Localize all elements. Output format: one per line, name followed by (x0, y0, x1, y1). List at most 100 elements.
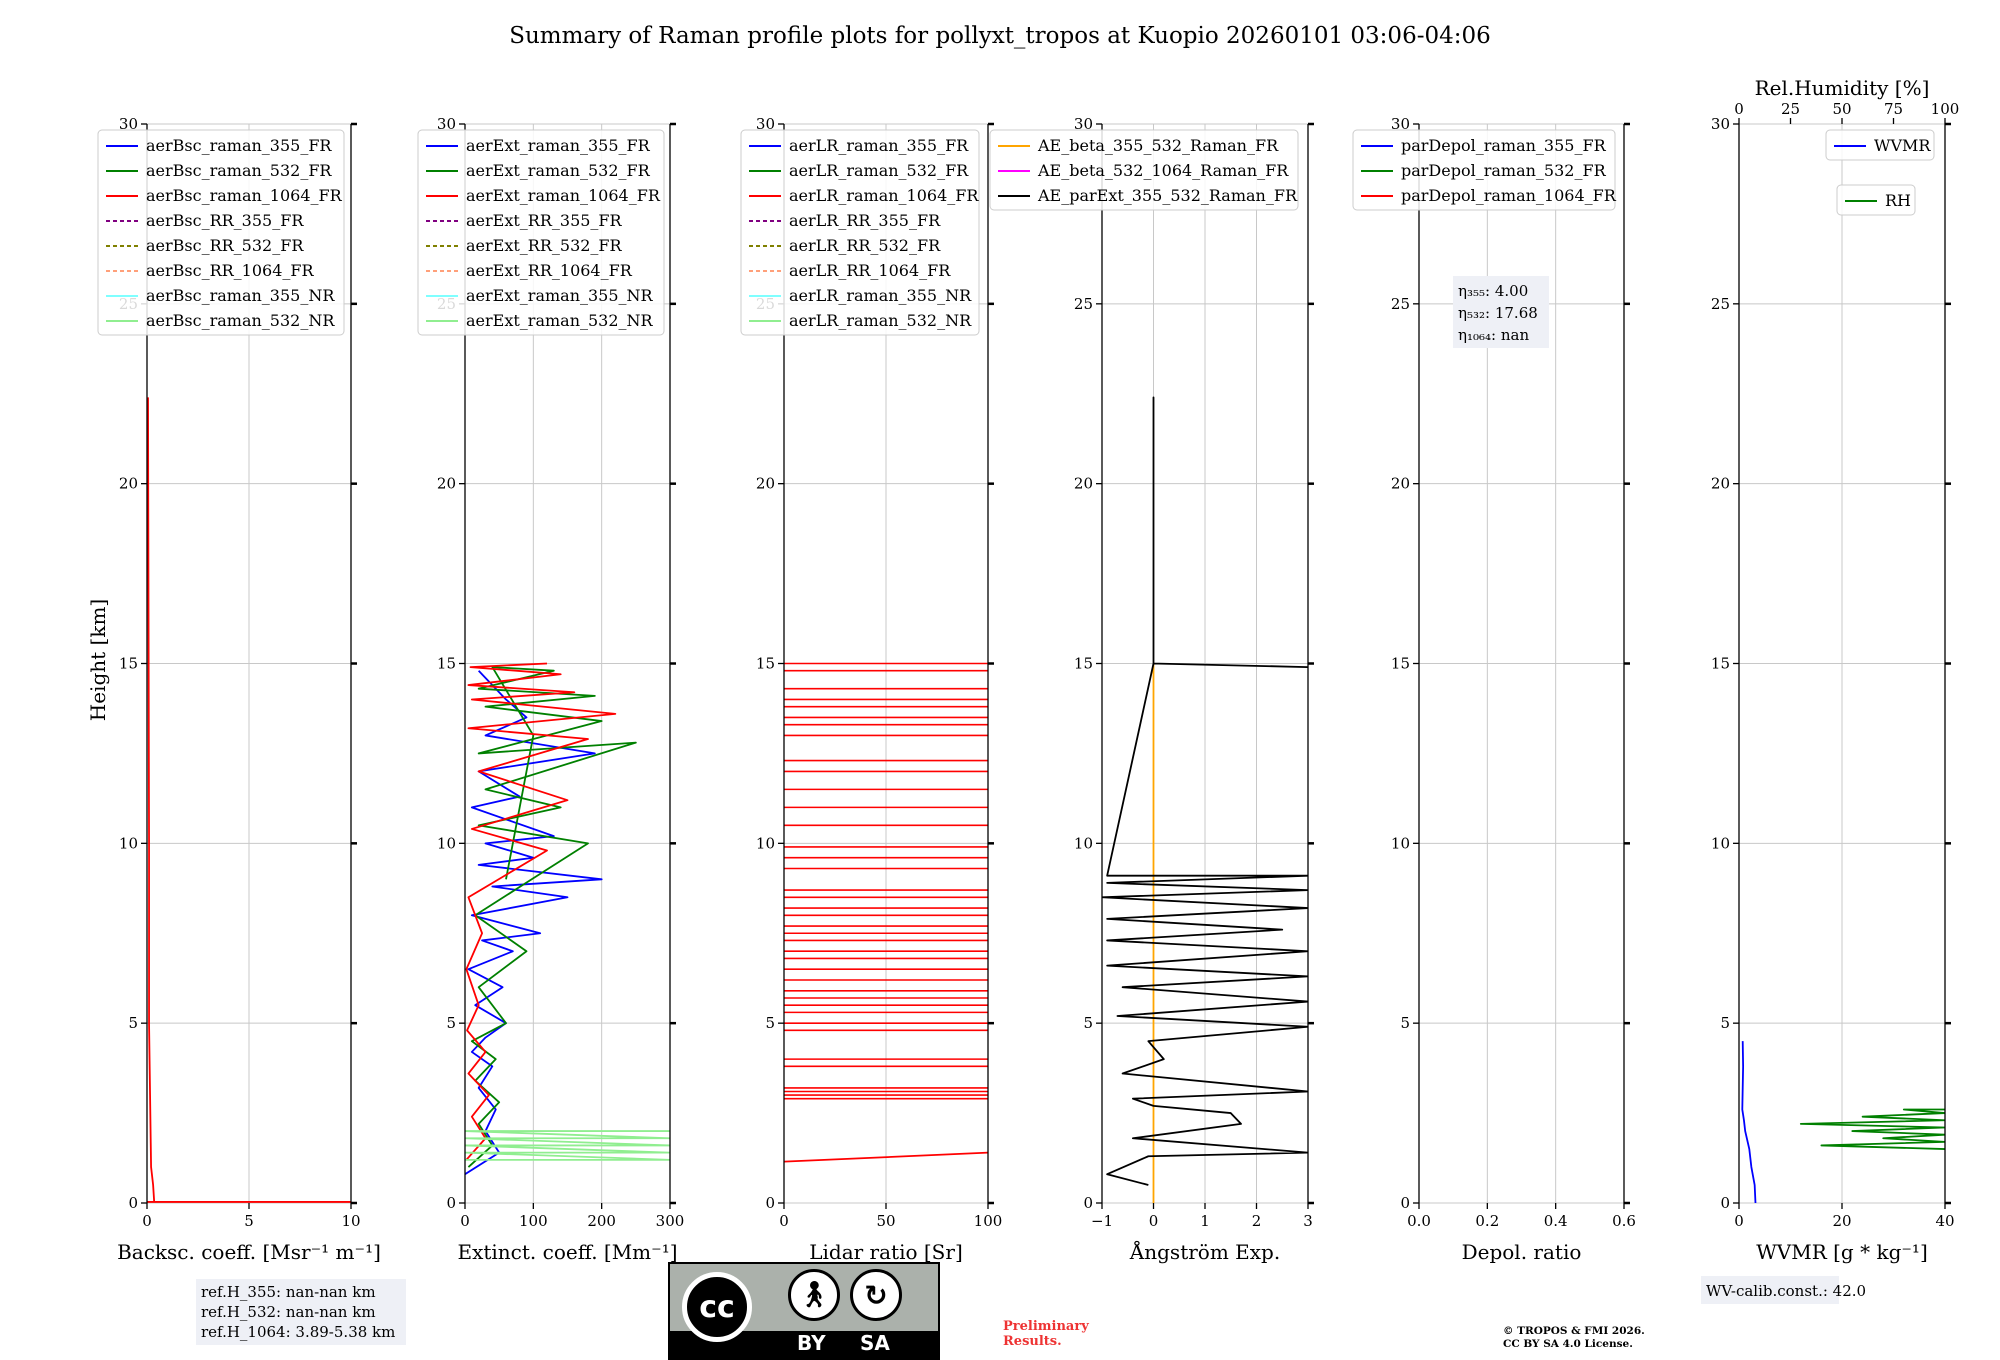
data-area (1102, 396, 1308, 1203)
y-tick-label: 30 (437, 115, 456, 133)
series-aerLR_raman_1064_FR (784, 1151, 988, 1163)
by-label: BY (797, 1331, 826, 1355)
ref-h-532: ref.H_532: nan-nan km (201, 1303, 376, 1321)
y-tick-label: 15 (1391, 655, 1410, 673)
y-axis-label: Height [km] (86, 599, 110, 721)
wv-calibration-constant: WV-calib.const.: 42.0 (1706, 1282, 1866, 1300)
y-tick-label: 20 (1391, 475, 1410, 493)
x-axis-label: Ångström Exp. (1129, 1239, 1280, 1264)
top-x-axis-label: Rel.Humidity [%] (1755, 76, 1930, 100)
y-tick-label: 5 (1400, 1014, 1410, 1032)
top-x-tick-label: 100 (1931, 100, 1960, 118)
y-tick-label: 15 (119, 655, 138, 673)
y-tick-label: 15 (1711, 655, 1730, 673)
x-tick-label: 50 (876, 1212, 895, 1230)
legend-frame (417, 129, 665, 336)
legend-entry: aerLR_raman_355_NR (789, 286, 972, 305)
x-tick-label: 0.2 (1475, 1212, 1499, 1230)
sa-label: SA (860, 1331, 890, 1355)
y-tick-label: 25 (1711, 295, 1730, 313)
legend-entry: aerExt_RR_355_FR (466, 211, 623, 230)
data-area (784, 662, 988, 1163)
y-tick-label: 0 (128, 1194, 138, 1212)
x-tick-label: 5 (244, 1212, 254, 1230)
y-tick-label: 30 (1074, 115, 1093, 133)
legend-entry: aerExt_RR_532_FR (466, 236, 623, 255)
x-axis-label: Backsc. coeff. [Msr⁻¹ m⁻¹] (117, 1240, 381, 1264)
panel-ext: 0510152025300100200300Extinct. coeff. [M… (417, 115, 684, 1264)
legend-entry: aerLR_raman_1064_FR (789, 186, 979, 205)
y-tick-label: 0 (765, 1194, 775, 1212)
series-aerExt_raman_532_NR (465, 1130, 670, 1161)
panel-lr: 051015202530050100Lidar ratio [Sr]aerLR_… (740, 115, 1003, 1264)
x-tick-label: 0 (460, 1212, 470, 1230)
legend-entry: aerBsc_raman_355_NR (146, 286, 335, 305)
figure-title: Summary of Raman profile plots for polly… (509, 23, 1491, 49)
y-tick-label: 15 (756, 655, 775, 673)
y-tick-label: 10 (1391, 834, 1410, 852)
x-tick-label: 100 (974, 1212, 1003, 1230)
series-aerExt_raman_1064_FR (465, 662, 617, 1161)
legend-entry: parDepol_raman_1064_FR (1401, 186, 1617, 205)
x-axis-label: Extinct. coeff. [Mm⁻¹] (457, 1240, 677, 1264)
x-axis-label: Depol. ratio (1462, 1240, 1582, 1264)
series-RH (1799, 1108, 1945, 1150)
y-tick-label: 10 (119, 834, 138, 852)
y-tick-label: 10 (1074, 834, 1093, 852)
y-tick-label: 20 (119, 475, 138, 493)
x-tick-label: 0 (1149, 1212, 1159, 1230)
legend: aerExt_raman_355_FR aerExt_raman_532_FRae… (417, 129, 665, 336)
legend-entry: aerLR_raman_355_FR (789, 136, 969, 155)
y-tick-label: 5 (1720, 1014, 1730, 1032)
eta-355: η₃₅₅: 4.00 (1458, 282, 1528, 300)
x-tick-label: 10 (341, 1212, 360, 1230)
legend-entry: aerLR_raman_532_FR (789, 161, 969, 180)
eta-532: η₅₃₂: 17.68 (1458, 304, 1538, 322)
y-tick-label: 25 (1391, 295, 1410, 313)
legend-entry: parDepol_raman_355_FR (1401, 136, 1607, 155)
y-tick-label: 25 (1074, 295, 1093, 313)
attribution-person-icon: 🚶︎ (788, 1269, 840, 1321)
legend-entry: aerBsc_RR_532_FR (146, 236, 304, 255)
top-x-tick-label: 0 (1734, 100, 1744, 118)
y-tick-label: 0 (1720, 1194, 1730, 1212)
x-tick-label: 0.6 (1612, 1212, 1636, 1230)
y-tick-label: 20 (1074, 475, 1093, 493)
legend-frame (740, 129, 980, 336)
y-tick-label: 5 (765, 1014, 775, 1032)
y-tick-label: 10 (437, 834, 456, 852)
copyright-line-2: CC BY SA 4.0 License. (1503, 1338, 1633, 1350)
data-area (465, 662, 670, 1175)
x-tick-label: 2 (1252, 1212, 1262, 1230)
legend-entry: aerBsc_raman_355_FR (146, 136, 332, 155)
legend-entry: aerExt_raman_1064_FR (466, 186, 661, 205)
x-tick-label: 40 (1935, 1212, 1954, 1230)
legend-frame (97, 129, 345, 336)
legend-entry: aerBsc_RR_355_FR (146, 211, 304, 230)
preliminary-label-1: Preliminary (1003, 1319, 1089, 1334)
x-axis-label: WVMR [g * kg⁻¹] (1756, 1240, 1928, 1264)
series-AE_parExt_355_532_Raman_FR (1102, 396, 1308, 1186)
legend-entry: aerExt_RR_1064_FR (466, 261, 633, 280)
legend-entry: aerExt_raman_532_FR (466, 161, 651, 180)
legend-entry: WVMR (1874, 136, 1931, 155)
reference-height-box: ref.H_355: nan-nan km ref.H_532: nan-nan… (196, 1279, 406, 1345)
y-tick-label: 20 (437, 475, 456, 493)
legend-entry: aerBsc_raman_532_NR (146, 311, 335, 330)
top-x-tick-label: 25 (1781, 100, 1800, 118)
x-tick-label: 200 (587, 1212, 616, 1230)
data-area (1741, 1041, 1945, 1203)
legend-entry: RH (1885, 191, 1911, 210)
legend-entry: aerLR_RR_532_FR (789, 236, 941, 255)
legend-entry: aerLR_RR_1064_FR (789, 261, 951, 280)
x-tick-label: 0.0 (1407, 1212, 1431, 1230)
legend-entry: AE_parExt_355_532_Raman_FR (1037, 186, 1298, 205)
ref-h-355: ref.H_355: nan-nan km (201, 1283, 376, 1301)
x-tick-label: 0 (142, 1212, 152, 1230)
top-x-tick-label: 75 (1884, 100, 1903, 118)
y-tick-label: 30 (756, 115, 775, 133)
y-tick-label: 15 (1074, 655, 1093, 673)
eta-1064: η₁₀₆₄: nan (1458, 326, 1529, 344)
x-tick-label: 20 (1832, 1212, 1851, 1230)
